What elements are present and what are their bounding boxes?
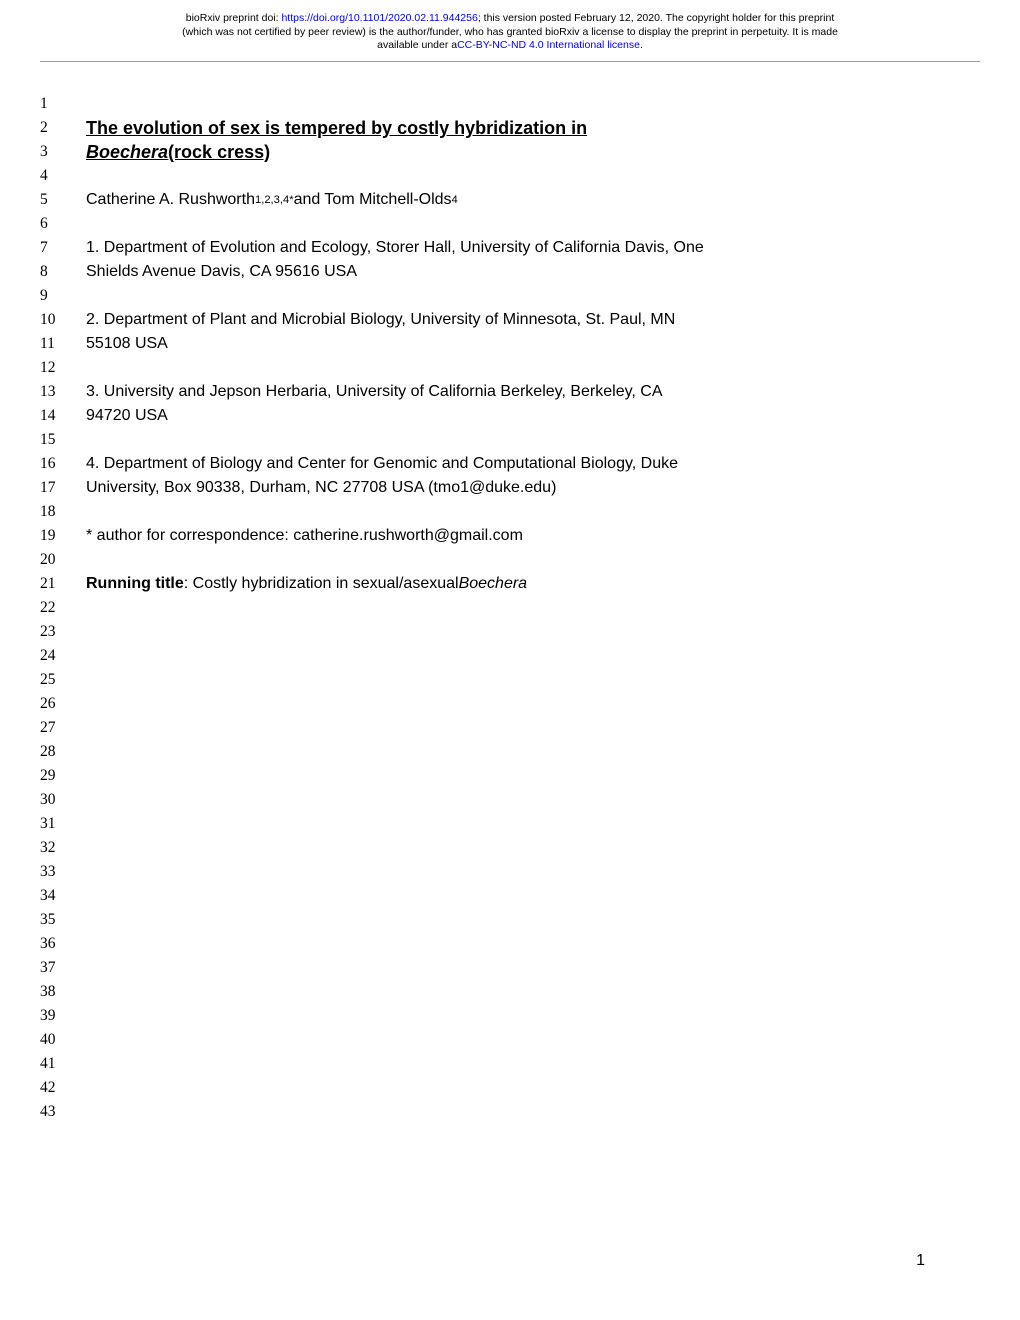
line-number: 29 (40, 764, 86, 788)
line-number: 41 (40, 1052, 86, 1076)
affiliation-4-line-2: University, Box 90338, Durham, NC 27708 … (86, 476, 980, 500)
preprint-line2: (which was not certified by peer review)… (182, 26, 838, 38)
line-number: 2 (40, 116, 86, 140)
correspondence-line: * author for correspondence: catherine.r… (86, 524, 980, 548)
affiliation-4-line-1: 4. Department of Biology and Center for … (86, 452, 980, 476)
main-text-column: The evolution of sex is tempered by cost… (86, 92, 980, 1124)
line-number: 1 (40, 92, 86, 116)
line-number: 25 (40, 668, 86, 692)
affiliation-2-line-2: 55108 USA (86, 332, 980, 356)
line-numbers-column: 1 2 3 4 5 6 7 8 9 10 11 12 13 14 15 16 1… (40, 92, 86, 1124)
line-number: 4 (40, 164, 86, 188)
line-number: 3 (40, 140, 86, 164)
line-number: 10 (40, 308, 86, 332)
line-number: 9 (40, 284, 86, 308)
line-number: 14 (40, 404, 86, 428)
line-number: 21 (40, 572, 86, 596)
line-number: 36 (40, 932, 86, 956)
line-number: 13 (40, 380, 86, 404)
line-number: 15 (40, 428, 86, 452)
line-number: 22 (40, 596, 86, 620)
line-number: 38 (40, 980, 86, 1004)
line-number: 28 (40, 740, 86, 764)
line-number: 43 (40, 1100, 86, 1124)
line-number: 24 (40, 644, 86, 668)
content-wrapper: 1 2 3 4 5 6 7 8 9 10 11 12 13 14 15 16 1… (0, 62, 1020, 1124)
preprint-line3-pre: available under a (377, 39, 457, 51)
line-number: 6 (40, 212, 86, 236)
line-number: 5 (40, 188, 86, 212)
preprint-line1-post: ; this version posted February 12, 2020.… (478, 12, 834, 24)
line-number: 26 (40, 692, 86, 716)
running-title-line: Running title: Costly hybridization in s… (86, 572, 980, 596)
page-number: 1 (916, 1252, 925, 1270)
line-number: 31 (40, 812, 86, 836)
affiliation-1-line-2: Shields Avenue Davis, CA 95616 USA (86, 260, 980, 284)
affiliation-1-line-1: 1. Department of Evolution and Ecology, … (86, 236, 980, 260)
preprint-header: bioRxiv preprint doi: https://doi.org/10… (0, 0, 1020, 61)
line-number: 8 (40, 260, 86, 284)
line-number: 27 (40, 716, 86, 740)
line-number: 37 (40, 956, 86, 980)
line-number: 32 (40, 836, 86, 860)
line-number: 12 (40, 356, 86, 380)
line-number: 42 (40, 1076, 86, 1100)
line-number: 17 (40, 476, 86, 500)
affiliation-2-line-1: 2. Department of Plant and Microbial Bio… (86, 308, 980, 332)
preprint-line3-post: . (640, 39, 643, 51)
affiliation-3-line-1: 3. University and Jepson Herbaria, Unive… (86, 380, 980, 404)
affiliation-3-line-2: 94720 USA (86, 404, 980, 428)
title-line-1: The evolution of sex is tempered by cost… (86, 116, 980, 140)
doi-link[interactable]: https://doi.org/10.1101/2020.02.11.94425… (281, 12, 477, 24)
line-number: 33 (40, 860, 86, 884)
preprint-line1-pre: bioRxiv preprint doi: (186, 12, 282, 24)
line-number: 40 (40, 1028, 86, 1052)
title-line-2: Boechera (rock cress) (86, 140, 980, 164)
line-number: 18 (40, 500, 86, 524)
line-number: 19 (40, 524, 86, 548)
line-number: 34 (40, 884, 86, 908)
line-number: 11 (40, 332, 86, 356)
line-number: 39 (40, 1004, 86, 1028)
line-number: 20 (40, 548, 86, 572)
line-number: 35 (40, 908, 86, 932)
license-link[interactable]: CC-BY-NC-ND 4.0 International license (457, 39, 640, 51)
line-number: 7 (40, 236, 86, 260)
authors-line: Catherine A. Rushworth1,2,3,4* and Tom M… (86, 188, 980, 212)
line-number: 23 (40, 620, 86, 644)
line-number: 16 (40, 452, 86, 476)
line-number: 30 (40, 788, 86, 812)
